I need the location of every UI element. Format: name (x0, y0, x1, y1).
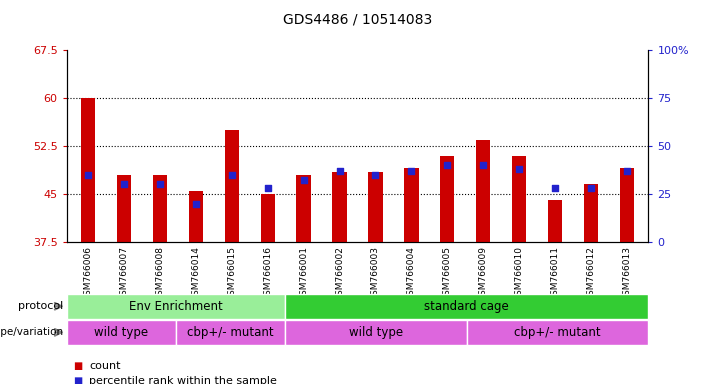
Point (406, 168, 417, 174)
Text: GSM766014: GSM766014 (191, 246, 200, 301)
Bar (467, 320, 648, 345)
Text: ■: ■ (74, 361, 83, 371)
Text: GSM766006: GSM766006 (83, 246, 93, 301)
Bar (404, 168, 418, 242)
Text: percentile rank within the sample: percentile rank within the sample (89, 376, 277, 384)
Bar (285, 320, 467, 345)
Bar (224, 130, 239, 242)
Point (585, 185, 597, 191)
Text: wild type: wild type (94, 326, 148, 339)
Point (262, 185, 273, 191)
Bar (332, 172, 347, 242)
Point (442, 162, 453, 168)
Text: GSM766003: GSM766003 (371, 246, 380, 301)
Point (190, 200, 201, 207)
Text: GSM766004: GSM766004 (407, 246, 416, 301)
Text: GSM766016: GSM766016 (263, 246, 272, 301)
Text: standard cage: standard cage (424, 300, 509, 313)
Text: cbp+/- mutant: cbp+/- mutant (187, 326, 273, 339)
Point (370, 172, 381, 178)
Point (226, 172, 238, 178)
Text: GSM766009: GSM766009 (479, 246, 488, 301)
Text: GSM766015: GSM766015 (227, 246, 236, 301)
Point (621, 168, 632, 174)
Bar (476, 139, 491, 242)
Bar (368, 172, 383, 242)
Bar (285, 294, 648, 319)
Text: GSM766002: GSM766002 (335, 246, 344, 301)
Text: count: count (89, 361, 121, 371)
Text: GSM766013: GSM766013 (622, 246, 632, 301)
Text: Env Enrichment: Env Enrichment (129, 300, 222, 313)
Bar (67, 320, 176, 345)
Point (514, 166, 525, 172)
Text: wild type: wild type (348, 326, 403, 339)
Point (118, 181, 130, 187)
Point (550, 185, 561, 191)
Bar (297, 175, 311, 242)
Text: GSM766008: GSM766008 (156, 246, 165, 301)
Point (477, 162, 489, 168)
Bar (189, 191, 203, 242)
Text: genotype/variation: genotype/variation (0, 327, 63, 338)
Bar (67, 294, 285, 319)
Text: GSM766011: GSM766011 (550, 246, 559, 301)
Point (83, 172, 94, 178)
Bar (117, 175, 131, 242)
Text: GSM766010: GSM766010 (515, 246, 524, 301)
Point (154, 181, 165, 187)
Text: GSM766007: GSM766007 (120, 246, 128, 301)
Bar (153, 175, 167, 242)
Bar (548, 200, 562, 242)
Text: ■: ■ (74, 376, 83, 384)
Text: GDS4486 / 10514083: GDS4486 / 10514083 (283, 13, 432, 27)
Bar (620, 168, 634, 242)
Bar (512, 156, 526, 242)
Text: GSM766012: GSM766012 (587, 246, 595, 301)
Point (334, 168, 345, 174)
Bar (176, 320, 285, 345)
Bar (584, 184, 598, 242)
Text: GSM766005: GSM766005 (443, 246, 452, 301)
Point (298, 177, 309, 184)
Text: protocol: protocol (18, 301, 63, 311)
Bar (81, 98, 95, 242)
Bar (440, 156, 454, 242)
Bar (261, 194, 275, 242)
Text: cbp+/- mutant: cbp+/- mutant (515, 326, 601, 339)
Text: GSM766001: GSM766001 (299, 246, 308, 301)
